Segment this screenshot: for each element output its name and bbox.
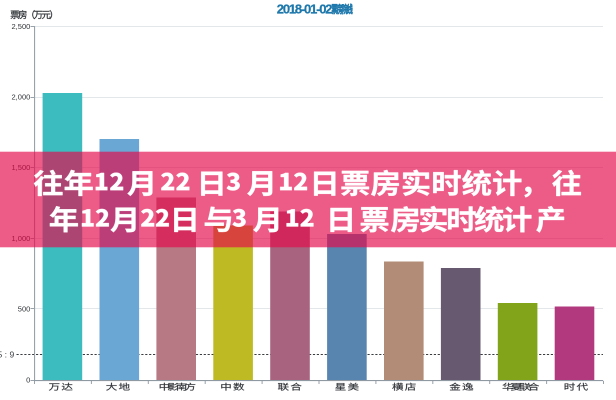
svg-text:0: 0 bbox=[26, 376, 30, 385]
svg-text:2,500: 2,500 bbox=[12, 22, 31, 31]
svg-text:2,000: 2,000 bbox=[12, 93, 31, 102]
svg-text:500: 500 bbox=[18, 304, 31, 313]
svg-text:5 : 9: 5 : 9 bbox=[0, 350, 14, 360]
svg-text:2018-01-02: 2018-01-02 bbox=[277, 2, 332, 17]
